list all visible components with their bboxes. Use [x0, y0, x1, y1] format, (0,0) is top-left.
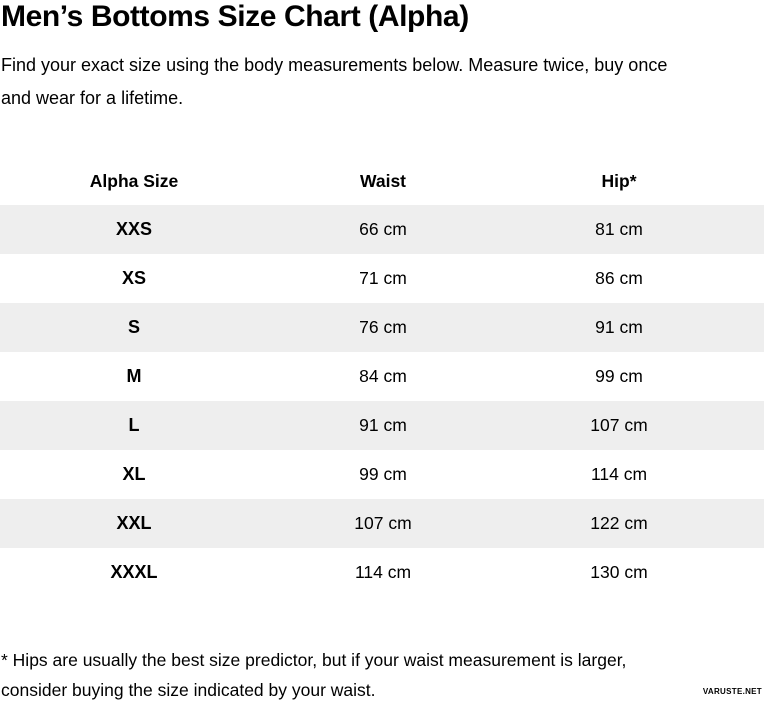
waist-cell: 66 cm: [359, 219, 407, 239]
hip-cell: 130 cm: [590, 562, 648, 582]
size-cell: L: [128, 415, 140, 435]
page-title: Men’s Bottoms Size Chart (Alpha): [1, 0, 469, 33]
table-row: XXS 66 cm 81 cm: [0, 205, 764, 254]
size-cell: XXL: [116, 513, 152, 533]
size-cell: XXS: [115, 219, 153, 239]
page-subtitle-line2: and wear for a lifetime.: [1, 88, 184, 108]
table-row: M 84 cm 99 cm: [0, 352, 764, 401]
varuste-net-watermark: VARUSTE.NET: [702, 687, 762, 696]
hip-cell: 86 cm: [595, 268, 643, 288]
waist-cell: 71 cm: [359, 268, 407, 288]
size-cell: XS: [121, 268, 146, 288]
table-row: XL 99 cm 114 cm: [0, 450, 764, 499]
waist-cell: 99 cm: [359, 464, 407, 484]
page-subtitle-line1: Find your exact size using the body meas…: [1, 55, 668, 75]
hip-cell: 122 cm: [590, 513, 648, 533]
waist-cell: 107 cm: [354, 513, 412, 533]
waist-cell: 76 cm: [359, 317, 407, 337]
table-row: L 91 cm 107 cm: [0, 401, 764, 450]
column-header-waist: Waist: [359, 170, 407, 191]
hip-cell: 91 cm: [595, 317, 643, 337]
size-chart-table: Alpha Size Waist Hip* XXS 66 cm 81 cm XS…: [0, 157, 764, 597]
size-cell: S: [127, 317, 140, 337]
hip-cell: 107 cm: [590, 415, 648, 435]
table-row: XS 71 cm 86 cm: [0, 254, 764, 303]
waist-cell: 84 cm: [359, 366, 407, 386]
column-header-hip: Hip*: [601, 170, 637, 191]
waist-cell: 91 cm: [359, 415, 407, 435]
table-row: XXXL 114 cm 130 cm: [0, 548, 764, 597]
table-header-row: Alpha Size Waist Hip*: [0, 157, 764, 205]
column-header-alpha-size: Alpha Size: [89, 170, 179, 191]
size-cell: XXXL: [110, 562, 158, 582]
hip-footnote: * Hips are usually the best size predict…: [0, 645, 764, 705]
hip-footnote-line2: consider buying the size indicated by yo…: [1, 680, 376, 700]
waist-cell: 114 cm: [354, 562, 412, 582]
size-cell: XL: [122, 464, 146, 484]
hip-cell: 99 cm: [595, 366, 643, 386]
table-row: S 76 cm 91 cm: [0, 303, 764, 352]
page-subtitle: Find your exact size using the body meas…: [0, 49, 764, 115]
hip-footnote-line1: * Hips are usually the best size predict…: [1, 650, 627, 670]
hip-cell: 81 cm: [595, 219, 643, 239]
table-row: XXL 107 cm 122 cm: [0, 499, 764, 548]
size-cell: M: [126, 366, 142, 386]
hip-cell: 114 cm: [590, 464, 648, 484]
